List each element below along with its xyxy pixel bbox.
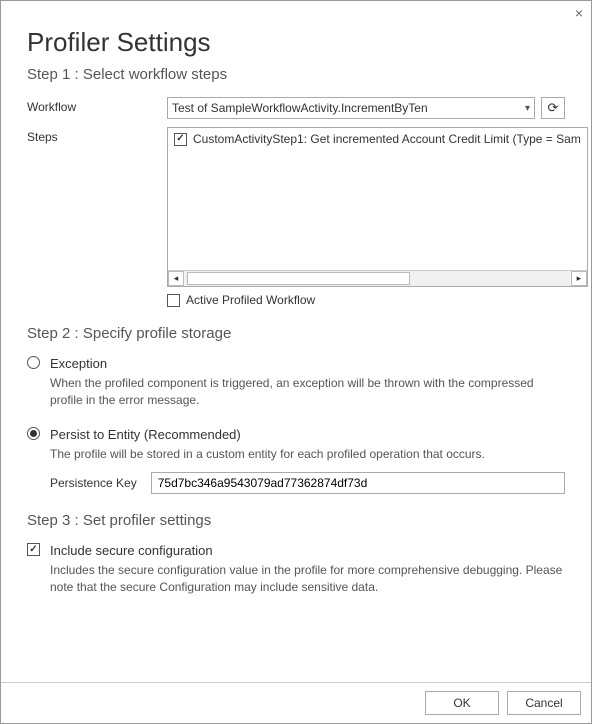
scroll-right-arrow[interactable]: ▸ [571,271,587,286]
step2-heading: Step 2 : Specify profile storage [27,325,565,342]
include-secure-checkbox[interactable] [27,543,40,556]
exception-radio[interactable] [27,356,40,369]
persist-title: Persist to Entity (Recommended) [50,427,565,442]
workflow-value: Test of SampleWorkflowActivity.Increment… [172,101,428,115]
scroll-left-arrow[interactable]: ◂ [168,271,184,286]
workflow-select[interactable]: Test of SampleWorkflowActivity.Increment… [167,97,535,119]
active-profiled-checkbox[interactable] [167,294,180,307]
ok-button-label: OK [453,696,470,710]
step3-section: Step 3 : Set profiler settings Include s… [27,512,565,596]
ok-button[interactable]: OK [425,691,499,715]
steps-listbox[interactable]: CustomActivityStep1: Get incremented Acc… [167,127,588,287]
step1-heading: Step 1 : Select workflow steps [27,66,565,83]
cancel-button[interactable]: Cancel [507,691,581,715]
horizontal-scrollbar[interactable]: ◂ ▸ [168,270,587,286]
refresh-button[interactable]: ⟳ [541,97,565,119]
scroll-track[interactable] [185,271,570,286]
step-item-text: CustomActivityStep1: Get incremented Acc… [193,132,581,146]
scroll-thumb[interactable] [187,272,410,285]
dialog-footer: OK Cancel [1,682,591,723]
persist-radio[interactable] [27,427,40,440]
page-title: Profiler Settings [27,27,565,58]
workflow-label: Workflow [27,97,167,114]
active-profiled-label: Active Profiled Workflow [186,293,315,307]
exception-title: Exception [50,356,565,371]
persist-desc: The profile will be stored in a custom e… [50,446,565,463]
step-item-checkbox[interactable] [174,133,187,146]
persistence-key-input[interactable] [151,472,565,494]
step2-section: Step 2 : Specify profile storage Excepti… [27,325,565,494]
step3-heading: Step 3 : Set profiler settings [27,512,565,529]
chevron-down-icon: ▾ [525,103,530,114]
include-secure-title: Include secure configuration [50,543,565,558]
step1-section: Step 1 : Select workflow steps Workflow … [27,66,565,307]
step-list-item[interactable]: CustomActivityStep1: Get incremented Acc… [168,128,587,150]
refresh-icon: ⟳ [548,100,559,116]
include-secure-desc: Includes the secure configuration value … [50,562,565,596]
cancel-button-label: Cancel [525,696,562,710]
steps-label: Steps [27,127,167,144]
close-icon[interactable]: × [575,5,583,21]
persistence-key-label: Persistence Key [50,476,137,490]
exception-desc: When the profiled component is triggered… [50,375,565,409]
